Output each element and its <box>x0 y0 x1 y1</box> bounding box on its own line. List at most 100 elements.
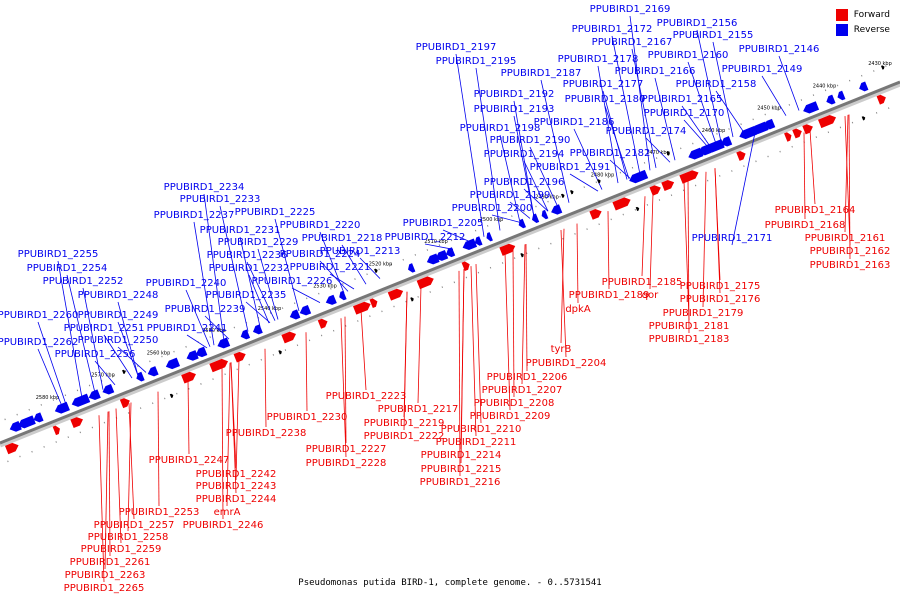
forward-gene-leader <box>230 362 237 494</box>
reverse-gene-label: PPUBIRD1_2149 <box>722 64 803 75</box>
genome-caption: Pseudomonas putida BIRD-1, complete geno… <box>298 578 602 588</box>
forward-gene-leader <box>641 196 646 277</box>
forward-gene-leader <box>264 348 267 428</box>
forward-gene-leader <box>344 316 347 444</box>
forward-gene-label: PPUBIRD1_2247 <box>149 455 230 466</box>
reverse-gene-leader <box>513 115 535 217</box>
reverse-gene-label: PPUBIRD1_2205 <box>403 218 484 229</box>
small-feature-mark <box>374 268 378 273</box>
gene-labels: PPUBIRD1_2169 PPUBIRD1_2156 PPUBIRD1_2172 P… <box>0 4 890 594</box>
forward-gene-leader <box>560 228 565 344</box>
reverse-gene-arrow <box>186 350 199 361</box>
forward-gene-label: PPUBIRD1_2189 <box>569 290 650 301</box>
legend-forward-swatch <box>835 8 848 21</box>
forward-gene-leader <box>104 411 109 570</box>
reverse-gene-label: PPUBIRD1_2221 <box>290 262 371 273</box>
reverse-gene-leader <box>219 205 249 332</box>
reverse-gene-leader <box>82 287 104 390</box>
legend-reverse: Reverse <box>835 22 890 37</box>
reverse-gene-leader <box>359 257 381 279</box>
forward-gene-arrow <box>70 417 83 428</box>
reverse-gene-label: PPUBIRD1_2174 <box>606 126 687 137</box>
forward-gene-label: PPUBIRD1_2244 <box>196 494 277 505</box>
forward-gene-arrow <box>736 150 746 161</box>
forward-gene-label: PPUBIRD1_2259 <box>81 544 162 555</box>
reverse-gene-label: PPUBIRD1_2240 <box>146 278 227 289</box>
forward-gene-label: PPUBIRD1_2185 <box>602 277 683 288</box>
forward-gene-arrow <box>119 398 130 409</box>
reverse-gene-label: PPUBIRD1_2234 <box>164 182 245 193</box>
forward-gene-arrow <box>233 351 246 363</box>
reverse-gene-leader <box>681 105 711 147</box>
reverse-gene-leader <box>509 201 531 219</box>
tick-label: 2490 kbp <box>535 195 559 201</box>
reverse-gene-label: PPUBIRD1_2254 <box>27 263 108 274</box>
forward-gene-arrow <box>317 318 328 329</box>
forward-gene-arrow <box>818 115 837 129</box>
forward-gene-label: qor <box>642 290 659 301</box>
small-feature-mark <box>278 350 282 355</box>
reverse-gene-arrow <box>688 147 704 160</box>
reverse-gene-leader <box>329 273 355 290</box>
reverse-gene-leader <box>239 236 261 327</box>
reverse-gene-label: PPUBIRD1_2192 <box>474 89 555 100</box>
reverse-gene-arrow <box>518 218 527 229</box>
forward-gene-leader <box>848 114 851 260</box>
reverse-gene-label: PPUBIRD1_2156 <box>657 18 738 29</box>
small-feature-mark <box>597 179 601 184</box>
forward-gene-arrow <box>876 94 886 105</box>
forward-gene-leader <box>809 130 816 205</box>
reverse-gene-arrow <box>136 371 145 382</box>
reverse-gene-label: PPUBIRD1_2182 <box>570 148 651 159</box>
forward-gene-leader <box>504 252 511 411</box>
reverse-gene-label: PPUBIRD1_2158 <box>676 79 757 90</box>
reverse-gene-arrow <box>486 232 493 242</box>
reverse-gene-label: PPUBIRD1_2235 <box>206 290 287 301</box>
reverse-gene-leader <box>94 360 116 386</box>
tick-label: 2560 kbp <box>147 350 171 356</box>
reverse-gene-label: PPUBIRD1_2196 <box>484 177 565 188</box>
reverse-gene-leader <box>731 127 757 246</box>
tick-label: 2460 kbp <box>702 128 726 134</box>
reverse-gene-arrow <box>33 412 44 423</box>
reverse-gene-arrow <box>763 118 776 130</box>
forward-gene-label: PPUBIRD1_2253 <box>119 507 200 518</box>
forward-gene-arrow <box>461 261 470 272</box>
reverse-gene-label: PPUBIRD1_2249 <box>78 310 159 321</box>
reverse-gene-arrow <box>705 139 725 153</box>
backbone-line <box>0 80 900 445</box>
forward-gene-label: PPUBIRD1_2204 <box>526 358 607 369</box>
forward-gene-leader <box>127 402 132 532</box>
reverse-gene-leader <box>37 348 63 407</box>
forward-gene-arrow <box>792 128 802 139</box>
reverse-gene-arrow <box>803 101 820 114</box>
reverse-gene-label: PPUBIRD1_2229 <box>218 237 299 248</box>
reverse-gene-leader <box>455 53 485 237</box>
reverse-gene-leader <box>203 193 225 342</box>
reverse-gene-leader <box>513 100 535 217</box>
forward-gene-leader <box>803 132 806 220</box>
forward-gene-leader <box>417 286 422 404</box>
reverse-gene-leader <box>475 67 501 231</box>
reverse-gene-arrow <box>532 213 540 223</box>
reverse-gene-arrow <box>102 383 115 395</box>
forward-gene-label: PPUBIRD1_2211 <box>436 437 517 448</box>
reverse-gene-label: PPUBIRD1_2220 <box>280 220 361 231</box>
reverse-gene-label: PPUBIRD1_2212 <box>385 232 466 243</box>
reverse-gene-label: PPUBIRD1_2262 <box>0 337 78 348</box>
forward-gene-arrow <box>589 209 602 220</box>
reverse-gene-arrow <box>240 329 251 340</box>
reverse-gene-leader <box>103 334 133 379</box>
reverse-gene-leader <box>204 315 230 340</box>
forward-gene-leader <box>525 244 528 372</box>
reverse-gene-label: PPUBIRD1_2180 <box>565 94 646 105</box>
forward-gene-label: PPUBIRD1_2219 <box>364 418 445 429</box>
forward-gene-label: PPUBIRD1_2215 <box>421 464 502 475</box>
reverse-gene-arrow <box>720 136 733 147</box>
legend-reverse-swatch <box>835 23 848 36</box>
forward-gene-label: PPUBIRD1_2230 <box>267 412 348 423</box>
forward-gene-leader <box>714 168 721 294</box>
reverse-gene-leader <box>761 75 787 116</box>
forward-gene-label: PPUBIRD1_2181 <box>649 321 730 332</box>
